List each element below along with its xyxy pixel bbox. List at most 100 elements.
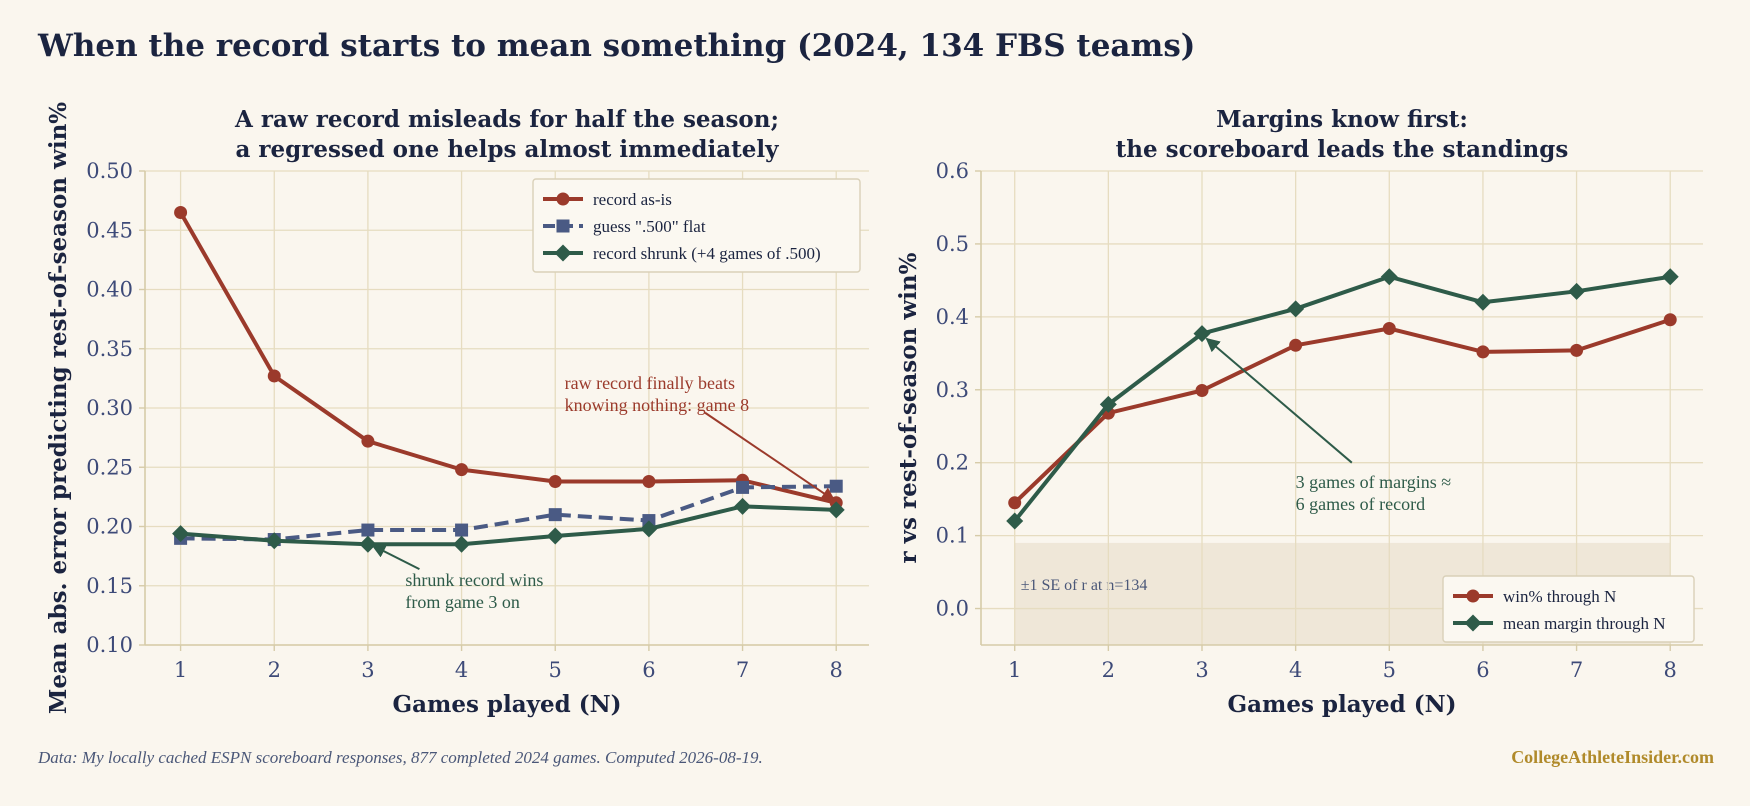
data-point — [267, 369, 281, 383]
data-point — [734, 497, 752, 515]
y-tick-label: 0.45 — [86, 218, 133, 242]
legend-label-mean-margin-through-n: mean margin through N — [1503, 614, 1666, 633]
y-axis-title: Mean abs. error predicting rest-of-seaso… — [45, 102, 72, 714]
data-point — [1195, 383, 1209, 397]
legend-swatch-marker — [1466, 589, 1480, 603]
data-point — [1382, 322, 1396, 336]
legend-swatch-marker — [556, 219, 570, 233]
right-chart-panel: ±1 SE of r at n=134 0.0 0.1 0.2 0.3 0.4 0.5 0.6… — [895, 106, 1703, 718]
annotation-arrow — [704, 411, 836, 502]
x-tick-label: 7 — [1570, 658, 1583, 682]
x-tick-label: 4 — [1289, 658, 1302, 682]
data-point — [1006, 512, 1024, 530]
x-tick-label: 1 — [1008, 658, 1021, 682]
x-tick-label: 2 — [268, 658, 281, 682]
data-point — [172, 525, 190, 543]
data-point — [640, 520, 658, 538]
data-point — [455, 523, 469, 537]
data-point — [265, 532, 283, 550]
y-tick-label: 0.3 — [936, 378, 969, 402]
source-note: Data: My locally cached ESPN scoreboard … — [38, 748, 763, 767]
annotation-text-line: from game 3 on — [405, 592, 519, 612]
annotation: 3 games of margins ≈6 games of record — [1205, 337, 1451, 514]
y-tick-label: 0.20 — [86, 515, 133, 539]
x-tick-label: 1 — [174, 658, 187, 682]
data-point — [1380, 268, 1398, 286]
series-record-as-is — [174, 205, 843, 510]
x-tick-label: 8 — [1664, 658, 1677, 682]
legend-label-win-through-n: win% through N — [1503, 587, 1616, 606]
y-tick-label: 0.5 — [936, 232, 969, 256]
legend-swatch-marker — [556, 192, 570, 206]
x-tick-label: 7 — [736, 658, 749, 682]
data-point — [1474, 293, 1492, 311]
panel-title-line-2: the scoreboard leads the standings — [1116, 136, 1569, 163]
annotation-arrow — [1205, 337, 1353, 464]
data-point — [1476, 345, 1490, 359]
y-tick-label: 0.35 — [86, 337, 133, 361]
data-point — [1663, 313, 1677, 327]
x-tick-label: 2 — [1102, 658, 1115, 682]
x-axis-title: Games played (N) — [1227, 691, 1456, 718]
legend-label-record-as-is: record as-is — [593, 190, 672, 209]
y-tick-label: 0.30 — [86, 396, 133, 420]
data-point — [546, 527, 564, 545]
data-point — [827, 501, 845, 519]
x-tick-label: 4 — [455, 658, 468, 682]
series-line — [178, 211, 837, 505]
series-line — [1013, 274, 1671, 523]
x-tick-label: 5 — [549, 658, 562, 682]
legend-box — [532, 178, 861, 273]
y-tick-label: 0.40 — [86, 278, 133, 302]
y-tick-label: 0.2 — [936, 451, 969, 475]
x-axis-title: Games played (N) — [392, 691, 621, 718]
legend-label-record-shrunk-4-games-of-500: record shrunk (+4 games of .500) — [593, 244, 821, 263]
data-point — [1661, 268, 1679, 286]
series-line — [1013, 317, 1671, 505]
legend: record as-is guess ".500" flat record shru… — [532, 178, 861, 273]
x-tick-label: 8 — [830, 658, 843, 682]
y-tick-label: 0.10 — [86, 633, 133, 657]
series-line — [180, 504, 837, 547]
y-tick-label: 0.4 — [936, 305, 969, 329]
left-chart-panel: 0.10 0.15 0.20 0.25 0.30 0.35 0.40 0.45 0.50 1 2 3 4… — [45, 102, 869, 718]
legend-swatch-marker — [554, 244, 572, 262]
y-tick-label: 0.25 — [86, 455, 133, 479]
data-point — [642, 474, 656, 488]
y-axis-title: r vs rest-of-season win% — [895, 252, 922, 563]
data-point — [548, 474, 562, 488]
annotation-arrow — [371, 544, 420, 571]
panel-title-line-1: A raw record misleads for half the seaso… — [234, 106, 779, 133]
data-point — [359, 535, 377, 553]
x-tick-label: 6 — [1476, 658, 1489, 682]
data-point — [455, 463, 469, 477]
data-point — [1008, 496, 1022, 510]
x-tick-label: 3 — [361, 658, 374, 682]
data-point — [1099, 395, 1117, 413]
data-point — [361, 523, 375, 537]
legend-swatch-marker — [1464, 614, 1482, 632]
x-tick-label: 3 — [1195, 658, 1208, 682]
data-point — [1568, 282, 1586, 300]
panel-title-line-1: Margins know first: — [1216, 106, 1468, 133]
data-point — [174, 205, 188, 219]
annotation-text-line: 6 games of record — [1296, 494, 1425, 514]
legend-box — [1442, 575, 1695, 643]
series-record-shrunk-4-games-of-500 — [172, 497, 845, 553]
annotation-text-line: knowing nothing: game 8 — [565, 395, 749, 415]
panel-title-line-2: a regressed one helps almost immediately — [236, 136, 780, 163]
data-point — [361, 434, 375, 448]
legend-label-guess-500-flat: guess ".500" flat — [593, 217, 706, 236]
brand-label: CollegeAthleteInsider.com — [1511, 747, 1714, 767]
y-tick-label: 0.0 — [936, 597, 969, 621]
data-point — [1289, 338, 1303, 352]
annotation-text-line: shrunk record wins — [405, 570, 543, 590]
se-band-label: ±1 SE of r at n=134 — [1021, 577, 1148, 594]
y-tick-label: 0.1 — [936, 524, 969, 548]
data-point — [548, 508, 562, 522]
legend: win% through N mean margin through N — [1442, 575, 1695, 643]
